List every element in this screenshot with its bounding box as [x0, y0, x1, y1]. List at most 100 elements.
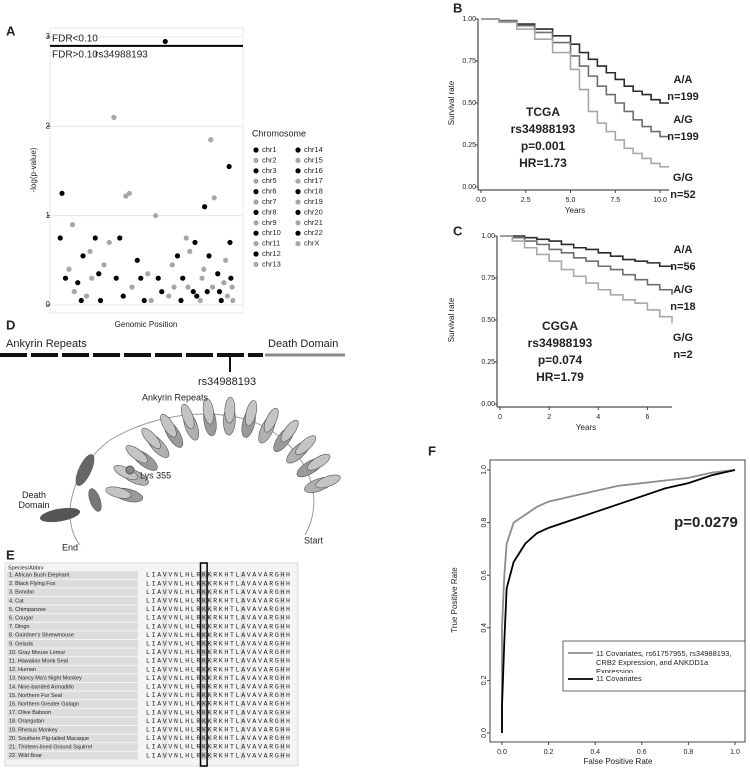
- species-cell: [7, 708, 138, 717]
- species-cell: [7, 657, 138, 665]
- x-tick-label: 2.5: [521, 197, 531, 204]
- point: [78, 297, 84, 304]
- x-tick-label: 0.6: [637, 749, 647, 756]
- species-name: 1. African Bush Elephant: [9, 572, 70, 578]
- residue-shade: [279, 605, 285, 614]
- plot-frame: [489, 459, 746, 743]
- residue-shade: [279, 571, 285, 579]
- panel-label: D: [6, 317, 15, 332]
- curve: [481, 18, 669, 168]
- residue-shade: [279, 717, 285, 725]
- legend-swatch: [253, 178, 259, 184]
- helix: [141, 427, 161, 449]
- residue-shade: [206, 657, 213, 665]
- point: [171, 284, 177, 290]
- residue-shade: [240, 708, 246, 717]
- panel-label: F: [428, 443, 436, 458]
- panel-label: B: [453, 0, 462, 15]
- residue-shade: [161, 726, 168, 734]
- alignment-rows: 1. African Bush Elephant LIAVVNLHLRKKRKHT…: [7, 562, 292, 767]
- residue-shade: [206, 588, 213, 596]
- residue-shade: [201, 708, 207, 717]
- species-name: 11. Hawaiian Monk Seal: [9, 658, 68, 664]
- species-name: 19. Rhesus Monkey: [9, 727, 58, 733]
- species-name: 14. Nine-banded Armadillo: [9, 684, 74, 690]
- sequence: LIAVVNLHLRKKRKHTLAVAVARGHH: [146, 744, 292, 751]
- legend-frame: [562, 640, 746, 692]
- group-label: A/A: [674, 74, 693, 86]
- residue-shade: [240, 579, 246, 588]
- residue-shade: [201, 631, 207, 639]
- point: [185, 284, 191, 290]
- x-axis-title: Genomic Position: [115, 320, 178, 329]
- residue-shade: [161, 648, 168, 657]
- residue-shade: [279, 614, 285, 622]
- stat-annotation: TCGA: [526, 105, 560, 119]
- sequence: LIAVVNLHLRKKRKHTLAVAVARGHH: [146, 718, 292, 725]
- species-cell: [7, 726, 138, 734]
- species-cell: [7, 579, 138, 588]
- residue-shade: [240, 588, 246, 596]
- group-label: G/G: [673, 172, 693, 184]
- y-tick-label: 0.75: [462, 58, 476, 65]
- residue-shade: [279, 622, 285, 631]
- legend-swatch: [295, 220, 301, 226]
- x-tick-label: 0.2: [544, 749, 554, 756]
- residue-shade: [240, 683, 246, 691]
- residue-shade: [206, 571, 213, 579]
- residue-shade: [279, 700, 285, 708]
- legend-label: chr18: [304, 187, 323, 196]
- point: [192, 239, 198, 246]
- legend-swatch: [253, 209, 259, 215]
- legend-label: chr15: [304, 155, 323, 164]
- legend-swatch: [253, 147, 259, 153]
- species-name: 15. Northern Fur Seal: [9, 693, 62, 699]
- point: [71, 289, 77, 295]
- residue-shade: [161, 734, 168, 743]
- sequence: LIAVVNLHLRKKRKHTLAVAVARGHH: [146, 641, 292, 648]
- y-tick-label: 1: [46, 211, 51, 220]
- sequence: LIAVVNLHLRKKRKHTLAVAVARGHH: [146, 727, 292, 734]
- y-axis-title: -log(p-value): [29, 147, 38, 192]
- legend-swatch: [295, 199, 301, 205]
- legend-label: chr12: [262, 249, 281, 258]
- species-name: 8. Gairdner's Shrewmouse: [9, 633, 74, 639]
- point: [169, 262, 175, 268]
- residue-shade: [279, 597, 285, 605]
- point: [57, 235, 63, 241]
- sequence: LIAVVNLHLRKKRKHTLAVAVARGHH: [146, 580, 292, 587]
- x-tick-label: 4: [596, 414, 600, 421]
- species-name: 3. Bonobo: [9, 590, 34, 596]
- x-axis-title: Years: [565, 206, 585, 215]
- x-axis-title: Years: [576, 423, 596, 432]
- residue-shade: [240, 726, 246, 734]
- y-axis-title: Survival rate: [447, 297, 456, 342]
- residue-shade: [161, 674, 168, 682]
- residue-shade: [279, 734, 285, 743]
- species-name: 16. Northern Greater Galago: [9, 701, 79, 707]
- residue-shade: [201, 657, 207, 665]
- domain-label: Death Domain: [268, 338, 338, 350]
- species-name: 9. Gelada: [9, 641, 34, 647]
- residue-shade: [206, 743, 213, 751]
- group-label: A/G: [673, 284, 693, 296]
- legend-swatch: [253, 241, 259, 247]
- residue-shade: [206, 751, 213, 760]
- point: [201, 266, 207, 272]
- point: [92, 235, 98, 241]
- species-cell: [7, 631, 138, 639]
- species-name: 4. Cat: [9, 598, 24, 604]
- residue-shade: [206, 717, 213, 725]
- species-cell: [7, 743, 138, 751]
- residue-shade: [240, 631, 246, 639]
- legend-swatch: [253, 157, 259, 163]
- group-count: n=199: [667, 131, 699, 143]
- residue-shade: [279, 751, 285, 760]
- sequence: LIAVVNLHLRKKRKHTLAVAVARGHH: [146, 675, 292, 682]
- point: [227, 239, 233, 246]
- point: [66, 266, 72, 272]
- group-count: n=2: [673, 349, 692, 361]
- point: [129, 284, 135, 290]
- x-tick-label: 0.4: [590, 749, 600, 756]
